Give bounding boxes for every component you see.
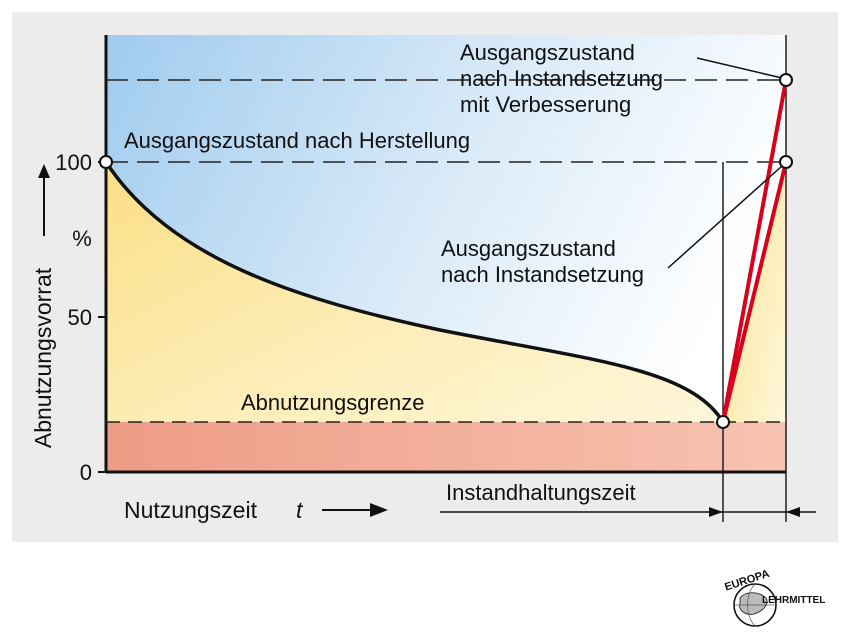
maintenance-arrow-right — [786, 507, 800, 517]
logo-side-text: LEHRMITTEL — [762, 595, 825, 606]
y-axis-title-group: Abnutzungsvorrat — [30, 267, 56, 448]
y-tick-label-100: 100 — [55, 150, 92, 175]
initial-state-marker — [99, 155, 113, 169]
post-repair-area — [723, 162, 786, 472]
improved-label-line2: nach Instandsetzung — [460, 66, 663, 91]
maintenance-arrow-left — [709, 507, 723, 517]
repair-improved-line — [721, 79, 788, 423]
logo-globe-land — [739, 592, 768, 615]
maintenance-time-label: Instandhaltungszeit — [446, 480, 636, 505]
repaired-label-line1: Ausgangszustand — [441, 236, 616, 261]
wear-curve — [104, 161, 725, 423]
publisher-logo: EUROPA LEHRMITTEL — [723, 568, 825, 627]
y-axis-arrowhead — [38, 164, 50, 178]
x-axis-title: Nutzungszeit — [124, 497, 258, 523]
wear-reserve-area — [106, 162, 723, 472]
y-unit-label: % — [72, 226, 92, 251]
wear-limit-zone — [106, 422, 786, 472]
y-tick-label-0: 0 — [80, 460, 92, 485]
y-axis-title: Abnutzungsvorrat — [30, 267, 56, 448]
pointer-repaired — [667, 165, 783, 269]
x-axis-var: t — [296, 497, 304, 523]
improved-label-line3: mit Verbesserung — [460, 92, 631, 117]
repaired-label-line2: nach Instandsetzung — [441, 262, 644, 287]
improved-label-line1: Ausgangszustand — [460, 40, 635, 65]
improved-state-marker — [779, 73, 793, 87]
y-tick-label-50: 50 — [68, 305, 92, 330]
x-axis-arrowhead — [370, 503, 388, 517]
repair-line — [721, 161, 788, 423]
pointer-improved — [696, 57, 783, 79]
initial-state-label: Ausgangszustand nach Herstellung — [124, 128, 470, 153]
repaired-state-marker — [779, 155, 793, 169]
logo-globe-meridian — [734, 583, 776, 627]
wear-limit-marker — [716, 415, 730, 429]
wear-limit-label: Abnutzungsgrenze — [241, 390, 424, 415]
